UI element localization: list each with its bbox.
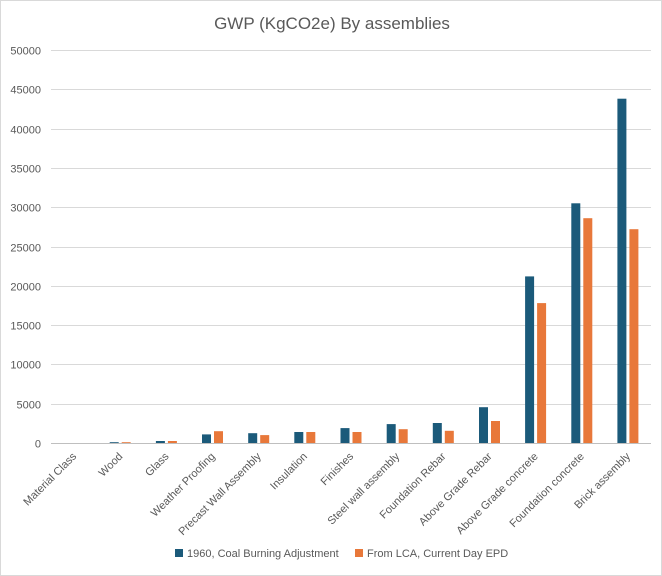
bar-series-1-insulation xyxy=(294,432,304,443)
bar-series-2-steel-wall-assembly xyxy=(398,429,408,443)
y-tick-label: 10000 xyxy=(10,360,41,372)
bar-series-2-insulation xyxy=(306,432,316,443)
bar-series-2-above-grade-concrete xyxy=(537,303,547,443)
y-tick-label: 45000 xyxy=(10,85,41,97)
bar-series-1-brick-assembly xyxy=(617,98,627,443)
y-tick-label: 20000 xyxy=(10,282,41,294)
bar-series-2-above-grade-rebar xyxy=(491,421,500,443)
bar-series-2-brick-assembly xyxy=(629,229,639,443)
bar-series-1-finishes xyxy=(340,428,350,443)
x-tick-label: Wood xyxy=(97,451,126,480)
legend: 1960, Coal Burning Adjustment From LCA, … xyxy=(175,548,508,560)
legend-label-series-2: From LCA, Current Day EPD xyxy=(367,548,508,560)
y-tick-label: 0 xyxy=(35,439,41,451)
bar-series-1-steel-wall-assembly xyxy=(386,424,396,443)
bar-series-1-precast-wall-assembly xyxy=(248,433,258,443)
y-tick-label: 35000 xyxy=(10,164,41,176)
bar-series-2-weather-proofing xyxy=(214,431,223,443)
bar-series-1-wood xyxy=(109,442,119,443)
bars-layer xyxy=(109,98,639,443)
x-tick-label: Material Class xyxy=(21,450,79,508)
y-tick-label: 40000 xyxy=(10,125,41,137)
y-tick-label: 5000 xyxy=(17,400,41,412)
x-tick-label: Finishes xyxy=(319,450,357,488)
bar-series-2-wood xyxy=(121,442,131,443)
legend-swatch-series-1 xyxy=(175,549,183,557)
bar-series-2-foundation-concrete xyxy=(583,218,593,443)
bar-series-1-foundation-rebar xyxy=(432,423,442,443)
x-tick-label: Glass xyxy=(143,450,172,479)
x-tick-label: Precast Wall Assembly xyxy=(177,450,265,538)
bar-series-1-above-grade-concrete xyxy=(525,276,535,443)
x-tick-label: Above Grade concrete xyxy=(454,451,540,537)
bar-series-1-foundation-concrete xyxy=(571,203,581,443)
y-tick-label: 50000 xyxy=(10,46,41,58)
legend-label-series-1: 1960, Coal Burning Adjustment xyxy=(187,548,339,560)
bar-series-2-foundation-rebar xyxy=(444,430,454,443)
bar-series-1-glass xyxy=(155,441,165,443)
bar-series-1-weather-proofing xyxy=(202,434,211,443)
x-tick-label: Insulation xyxy=(268,451,310,493)
y-tick-label: 15000 xyxy=(10,321,41,333)
chart-title: GWP (KgCO2e) By assemblies xyxy=(214,14,450,33)
bar-series-1-above-grade-rebar xyxy=(479,407,488,443)
bar-series-2-glass xyxy=(167,441,177,443)
y-tick-label: 25000 xyxy=(10,243,41,255)
bar-series-2-finishes xyxy=(352,432,362,443)
y-tick-label: 30000 xyxy=(10,203,41,215)
grid-layer: 0 5000 10000 15000 20000 25000 30000 35000 40000… xyxy=(10,46,651,451)
legend-swatch-series-2 xyxy=(355,549,363,557)
bar-series-2-precast-wall-assembly xyxy=(260,435,270,443)
